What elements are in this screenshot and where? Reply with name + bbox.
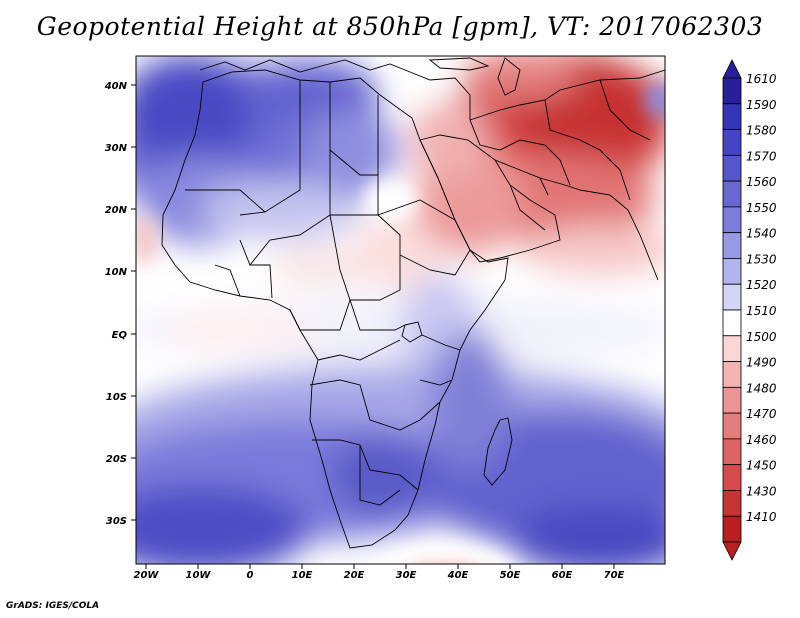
colorbar-label: 1410 [746,510,777,524]
lat-tick-label: 40N [104,81,128,92]
geopotential-field [136,56,665,564]
colorbar-swatch [722,438,742,466]
colorbar-label: 1610 [746,72,777,86]
map-title: Geopotential Height at 850hPa [gpm], VT:… [36,12,764,41]
lat-tick-label: 30N [105,143,128,154]
lon-tick-label: 0 [247,570,254,581]
colorbar-label: 1580 [746,124,777,138]
colorbar-swatch [722,361,742,388]
colorbar-swatch [722,154,742,182]
lon-tick-label: 60E [552,570,573,581]
colorbar-swatch [722,77,742,105]
colorbar-swatch [722,206,742,234]
lon-tick-label: 40E [447,570,469,581]
lat-tick-label: 20S [106,454,127,465]
colorbar-swatch [722,283,742,311]
colorbar-swatch [722,309,742,337]
colorbar-swatch [722,129,742,156]
colorbar-label: 1530 [746,252,777,266]
colorbar-swatch [722,464,742,491]
lon-tick-label: 20W [134,570,160,581]
colorbar-swatch [722,515,742,543]
colorbar-label: 1590 [746,98,777,112]
lat-tick-label: 10N [105,267,128,278]
coastlines [161,57,665,549]
colorbar-swatch [722,180,742,208]
plot-frame [135,55,666,565]
axis-ticks [131,84,615,569]
lon-labels: 20W 10W 0 10E 20E 30E 40E 50E 60E 70E [134,570,625,581]
colorbar-label: 1510 [746,304,777,318]
colorbar-swatch [722,232,742,259]
lon-tick-label: 10W [186,570,212,581]
lat-labels: 40N 30N 20N 10N EQ 10S 20S 30S [104,81,128,527]
colorbar-label: 1540 [746,227,777,241]
colorbar-swatch [722,258,742,285]
lon-tick-label: 10E [292,570,313,581]
colorbar-max-arrow [722,59,742,79]
colorbar-swatch [722,412,742,440]
colorbar-label: 1550 [746,201,777,215]
colorbar-label: 1490 [746,356,777,370]
lat-tick-label: 20N [105,205,128,216]
colorbar-swatch [722,335,742,362]
lon-tick-label: 20E [344,570,365,581]
colorbar-swatch [722,490,742,517]
colorbar-label: 1480 [746,381,777,395]
lat-tick-label: EQ [112,330,128,341]
colorbar: 1610 1590 1580 1570 1560 1550 1540 1530 1520 1510… [722,59,777,561]
colorbar-label: 1470 [746,407,777,421]
lon-tick-label: 70E [604,570,625,581]
colorbar-swatch [722,386,742,414]
colorbar-label: 1460 [746,433,777,447]
colorbar-min-arrow [722,541,742,561]
credit-label: GrADS: IGES/COLA [6,601,100,611]
lat-tick-label: 10S [106,392,127,403]
lon-tick-label: 50E [500,570,521,581]
colorbar-label: 1560 [746,175,777,189]
lon-tick-label: 30E [396,570,417,581]
lat-tick-label: 30S [106,516,127,527]
colorbar-label: 1430 [746,484,777,498]
colorbar-label: 1450 [746,459,777,473]
colorbar-label: 1520 [746,278,777,292]
colorbar-swatch [722,103,742,130]
colorbar-label: 1500 [746,330,777,344]
colorbar-label: 1570 [746,149,777,163]
